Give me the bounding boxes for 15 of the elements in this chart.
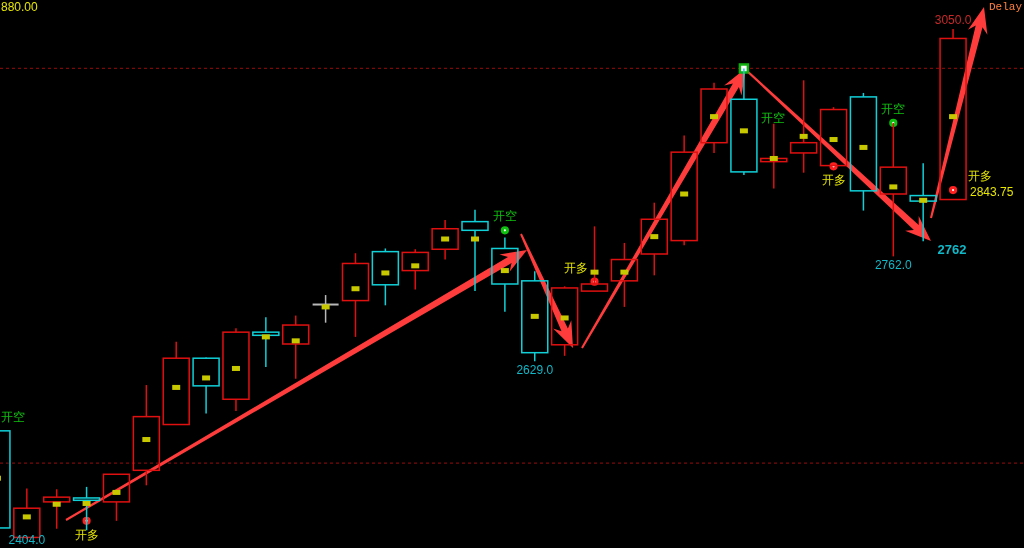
- series-label: 开空: [492, 209, 517, 224]
- annotation: 2843.75: [970, 185, 1014, 199]
- price-label: 2629.0: [516, 363, 554, 378]
- series-label: 开多: [968, 169, 993, 184]
- annotation: Delay: [989, 1, 1022, 13]
- price-label: 3050.0: [934, 13, 972, 27]
- series-label: 开多: [74, 527, 99, 542]
- annotation: 开空: [761, 111, 785, 125]
- price-label: 2762.0: [874, 258, 912, 273]
- series-label: 开多: [563, 260, 588, 275]
- series-label: 开空: [881, 101, 906, 116]
- annotation: 开空: [1, 410, 25, 424]
- series-label: 开多: [821, 173, 846, 188]
- annotation: 880.00: [1, 0, 38, 14]
- annotation: 2762: [937, 242, 967, 257]
